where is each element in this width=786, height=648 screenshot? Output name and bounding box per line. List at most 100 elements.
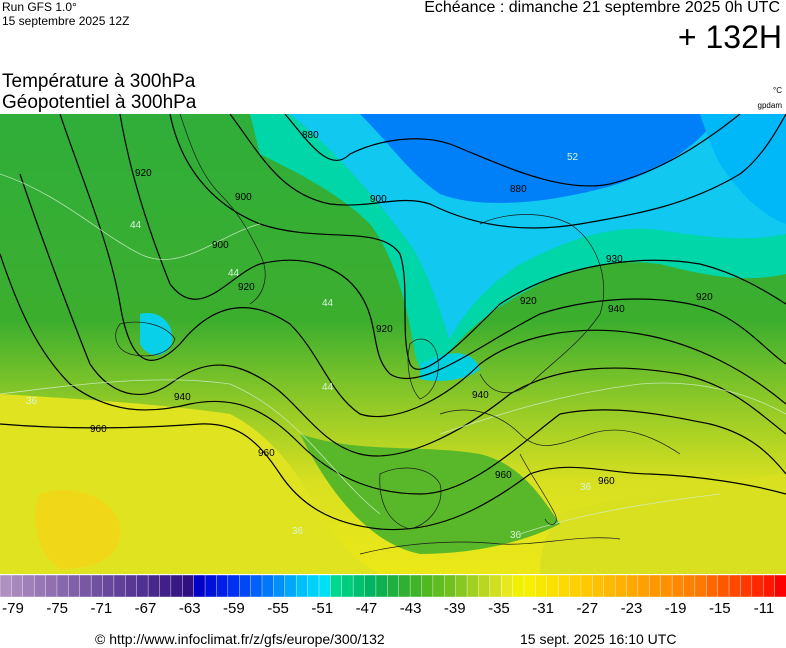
coastline-italy (519, 453, 557, 525)
color-scale-swatch (717, 575, 730, 597)
color-scale-swatch (683, 575, 696, 597)
color-scale (0, 575, 786, 597)
contour-label: 960 (258, 448, 275, 459)
color-scale-swatch (535, 575, 548, 597)
forecast-valid-time: Echéance : dimanche 21 septembre 2025 0h… (424, 0, 780, 16)
color-scale-swatch (706, 575, 719, 597)
contour-line (0, 423, 786, 531)
color-scale-swatch (489, 575, 502, 597)
contour-label: 940 (174, 392, 191, 403)
color-scale-swatch (409, 575, 423, 597)
color-scale-swatch (250, 575, 263, 597)
contour-line (119, 114, 786, 380)
color-scale-swatch (649, 575, 662, 597)
color-scale-swatch (763, 575, 776, 597)
contour-label: 920 (135, 168, 152, 179)
temperature-label: 44 (322, 298, 334, 309)
isotherm-line (0, 173, 261, 260)
unit-temperature: °C (773, 86, 782, 95)
contour-label: 900 (370, 194, 387, 205)
contour-labels: 880 880 900 900 900 920 920 920 920 920 … (90, 130, 713, 487)
coastline-africa (359, 537, 621, 555)
temperature-label: 36 (510, 530, 522, 541)
color-scale-tick-label: -35 (488, 600, 510, 617)
color-scale-swatch (557, 575, 571, 597)
temperature-label: 36 (292, 526, 304, 537)
color-scale-swatch (11, 575, 24, 597)
contour-line (59, 114, 786, 418)
temperature-labels: 52 44 44 44 44 36 36 36 36 (26, 152, 592, 541)
contour-label: 960 (90, 424, 107, 435)
color-scale-tick-label: -23 (620, 600, 643, 617)
temperature-label: 44 (130, 220, 142, 231)
color-scale-swatch (660, 575, 673, 597)
color-scale-tick-label: -47 (355, 600, 378, 617)
forecast-hour: + 132H (677, 19, 782, 55)
color-scale-swatch (501, 575, 514, 597)
temperature-isotherms (0, 173, 786, 535)
geopotential-contours (0, 114, 786, 531)
color-scale-swatch (102, 575, 115, 597)
coastline-britain (407, 338, 439, 400)
color-scale-swatch (774, 575, 786, 597)
color-scale-swatch (455, 575, 468, 597)
color-scale-tick-label: -63 (178, 600, 201, 617)
coastlines (115, 114, 681, 555)
color-scale-tick-label: -11 (753, 600, 775, 617)
color-scale-swatch (626, 575, 639, 597)
color-scale-swatch (512, 575, 525, 597)
color-scale-tick-label: -55 (267, 600, 289, 617)
color-scale-swatch (113, 575, 126, 597)
color-scale-swatch (90, 575, 104, 597)
color-scale-swatch (159, 575, 172, 597)
color-scale-swatch (147, 575, 161, 597)
contour-line (284, 114, 741, 187)
color-scale-swatch (45, 575, 58, 597)
contour-label: 940 (472, 390, 489, 401)
color-scale-swatch (740, 575, 753, 597)
contour-label: 900 (212, 240, 229, 251)
color-scale-swatch (273, 575, 286, 597)
color-scale-swatch (33, 575, 47, 597)
color-scale-swatch (466, 575, 480, 597)
color-scale-tick-label: -19 (664, 600, 687, 617)
color-scale-swatch (0, 575, 12, 597)
color-scale-swatch (398, 575, 411, 597)
color-scale-swatch (284, 575, 297, 597)
contour-label: 920 (238, 282, 255, 293)
temperature-label: 36 (26, 396, 38, 407)
color-scale-swatch (341, 575, 354, 597)
color-scale-swatch (68, 575, 81, 597)
coastline-scandinavia (479, 214, 605, 393)
color-scale-tick-label: -71 (90, 600, 113, 617)
color-scale-swatch (569, 575, 582, 597)
contour-label: 920 (696, 292, 713, 303)
coastline-iceland (115, 321, 176, 357)
color-scale-swatch (694, 575, 707, 597)
color-scale-swatch (546, 575, 559, 597)
contour-line (229, 114, 786, 229)
color-scale-swatch (352, 575, 366, 597)
coastline-iberia (379, 467, 442, 530)
contour-line (0, 253, 786, 495)
generation-timestamp: 15 sept. 2025 16:10 UTC (520, 631, 677, 647)
color-scale-tick-label: -27 (576, 600, 599, 617)
contour-line (19, 173, 786, 457)
temperature-label: 52 (567, 152, 579, 163)
color-scale-swatch (387, 575, 400, 597)
color-scale-swatch (421, 575, 434, 597)
color-scale-swatch (330, 575, 343, 597)
contour-label: 930 (606, 254, 623, 265)
contour-label: 960 (598, 476, 615, 487)
color-scale-swatch (295, 575, 309, 597)
color-scale-swatch (193, 575, 206, 597)
color-scale-swatch (136, 575, 149, 597)
color-scale-tick-label: -59 (223, 600, 245, 617)
color-scale-tick-label: -75 (46, 600, 69, 617)
run-label: Run GFS 1.0° (2, 0, 77, 14)
isotherm-line (519, 493, 721, 535)
contour-label: 960 (495, 470, 512, 481)
color-scale-swatch (603, 575, 616, 597)
contour-label: 880 (302, 130, 319, 141)
run-date: 15 septembre 2025 12Z (2, 14, 130, 28)
